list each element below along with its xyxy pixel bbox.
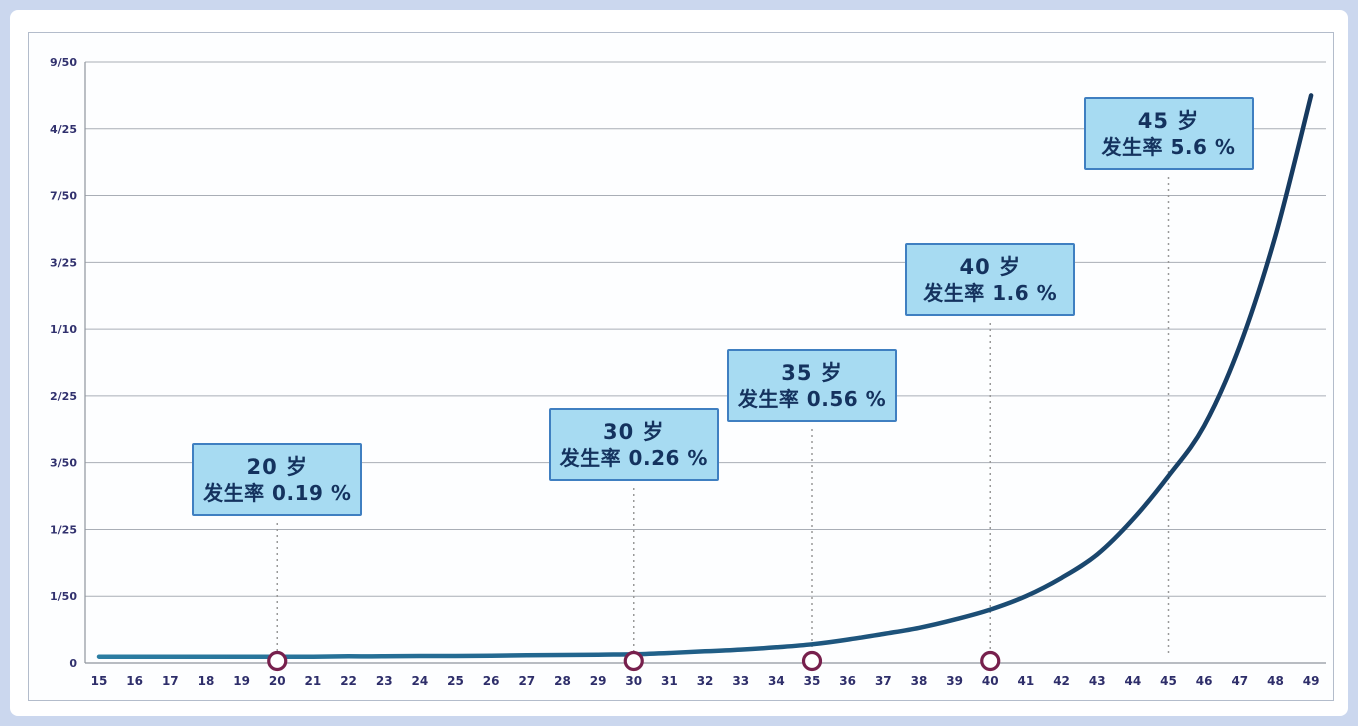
data-point-marker-age-40 <box>980 650 1001 672</box>
x-axis-tick-label: 30 <box>625 674 642 688</box>
x-axis-tick-label: 24 <box>411 674 428 688</box>
y-axis-tick-label: 9/50 <box>50 56 77 69</box>
y-axis-tick-label: 2/25 <box>50 390 77 403</box>
x-axis-tick-label: 20 <box>269 674 286 688</box>
x-axis-tick-label: 46 <box>1196 674 1213 688</box>
x-axis-tick-label: 33 <box>732 674 749 688</box>
y-axis-tick-label: 1/50 <box>50 590 77 603</box>
x-axis-tick-label: 29 <box>590 674 607 688</box>
x-axis-tick-label: 43 <box>1089 674 1106 688</box>
data-point-marker-age-35 <box>801 650 823 672</box>
x-axis-tick-label: 39 <box>946 674 963 688</box>
y-axis-tick-label: 3/25 <box>50 256 77 269</box>
x-axis-tick-label: 31 <box>661 674 678 688</box>
age-incidence-line-chart: 9/50 4/25 7/50 3/25 1/10 2/25 3/50 1/25 1/50 0 15 1… <box>50 56 1326 688</box>
x-axis-tick-label: 18 <box>198 674 215 688</box>
x-axis-tick-label: 44 <box>1124 674 1141 688</box>
x-axis-tick-label: 32 <box>697 674 714 688</box>
x-axis-tick-label: 28 <box>554 674 571 688</box>
x-axis-tick-label: 34 <box>768 674 785 688</box>
incidence-curve <box>96 93 1314 659</box>
x-axis-tick-label: 35 <box>804 674 821 688</box>
x-axis-tick-label: 40 <box>982 674 999 688</box>
x-axis-tick-label: 15 <box>91 674 108 688</box>
x-axis-tick-label: 16 <box>126 674 143 688</box>
x-axis-tick-label: 26 <box>483 674 500 688</box>
y-axis-tick-label: 1/10 <box>50 323 77 336</box>
y-axis-tick-label: 7/50 <box>50 190 77 203</box>
x-axis-tick-label: 19 <box>233 674 250 688</box>
x-axis-tick-label: 45 <box>1160 674 1177 688</box>
x-axis-tick-label: 41 <box>1018 674 1035 688</box>
data-point-marker-age-30 <box>623 650 644 672</box>
x-axis-tick-label: 17 <box>162 674 179 688</box>
y-axis-tick-label: 3/50 <box>50 457 77 470</box>
x-axis-tick-label: 49 <box>1303 674 1320 688</box>
x-axis-tick-label: 27 <box>518 674 535 688</box>
x-axis-tick-label: 37 <box>875 674 892 688</box>
data-point-marker-age-20 <box>267 650 288 672</box>
x-axis-tick-label: 21 <box>305 674 322 688</box>
x-axis-tick-label: 25 <box>447 674 464 688</box>
x-axis-tick-label: 42 <box>1053 674 1070 688</box>
chart-card: 9/50 4/25 7/50 3/25 1/10 2/25 3/50 1/25 1/50 0 15 1… <box>10 10 1348 716</box>
x-axis-tick-label: 47 <box>1231 674 1248 688</box>
y-axis-tick-label: 4/25 <box>50 123 77 136</box>
x-axis-tick-label: 48 <box>1267 674 1284 688</box>
y-axis-tick-label: 0 <box>69 657 77 670</box>
x-axis-tick-label: 38 <box>911 674 928 688</box>
y-axis-tick-label: 1/25 <box>50 523 77 536</box>
x-axis-tick-label: 23 <box>376 674 393 688</box>
x-axis-tick-label: 36 <box>839 674 856 688</box>
x-axis-tick-label: 22 <box>340 674 357 688</box>
